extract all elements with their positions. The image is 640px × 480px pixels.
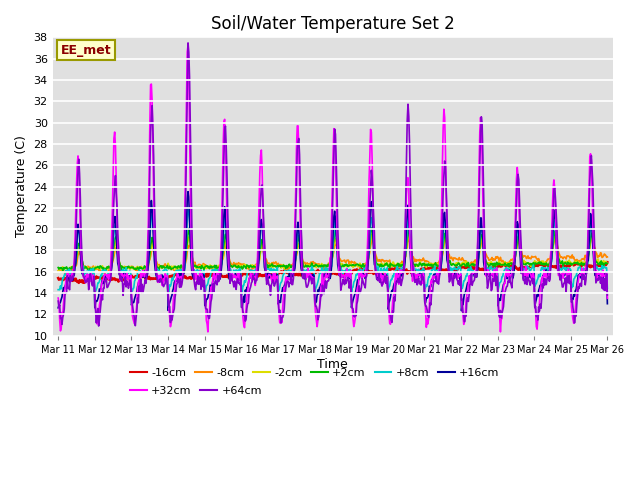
-16cm [75, 280, 83, 286]
-8cm [206, 265, 214, 271]
-16cm [401, 268, 408, 274]
+2cm [206, 264, 214, 270]
+32cm [401, 237, 409, 243]
-2cm [401, 260, 408, 266]
Title: Soil/Water Temperature Set 2: Soil/Water Temperature Set 2 [211, 15, 454, 33]
-16cm [122, 275, 129, 281]
-8cm [65, 269, 73, 275]
+32cm [207, 284, 215, 290]
Y-axis label: Temperature (C): Temperature (C) [15, 135, 28, 238]
+64cm [122, 274, 129, 280]
+2cm [102, 268, 109, 274]
Line: +16cm: +16cm [58, 192, 607, 311]
+64cm [417, 282, 425, 288]
+64cm [401, 241, 409, 247]
+16cm [458, 308, 465, 313]
-16cm [206, 271, 214, 277]
Line: +32cm: +32cm [58, 46, 607, 332]
Text: EE_met: EE_met [61, 44, 112, 57]
+8cm [401, 256, 409, 262]
+16cm [401, 267, 408, 273]
+8cm [121, 270, 129, 276]
Legend: +32cm, +64cm: +32cm, +64cm [125, 382, 266, 400]
+2cm [64, 268, 72, 274]
+16cm [64, 275, 72, 281]
-2cm [177, 264, 184, 270]
Line: -2cm: -2cm [58, 234, 607, 271]
+8cm [54, 287, 62, 292]
+8cm [64, 267, 72, 273]
+2cm [54, 264, 62, 270]
-2cm [368, 231, 376, 237]
+2cm [401, 257, 409, 263]
-8cm [604, 254, 611, 260]
+32cm [177, 274, 184, 279]
X-axis label: Time: Time [317, 358, 348, 371]
+2cm [177, 262, 185, 268]
-2cm [121, 264, 129, 269]
+8cm [206, 274, 214, 280]
+32cm [121, 271, 129, 277]
+16cm [54, 305, 62, 311]
+2cm [417, 262, 425, 267]
Line: +64cm: +64cm [58, 43, 607, 326]
+32cm [417, 275, 425, 280]
+8cm [417, 268, 425, 274]
-2cm [417, 259, 424, 264]
+8cm [185, 205, 193, 211]
+32cm [64, 271, 72, 276]
-8cm [401, 258, 408, 264]
+32cm [54, 295, 62, 301]
+16cm [121, 271, 129, 276]
-2cm [604, 261, 611, 266]
-16cm [604, 259, 611, 265]
+2cm [368, 225, 376, 230]
-8cm [588, 234, 596, 240]
+64cm [207, 299, 215, 305]
+64cm [604, 292, 611, 298]
-8cm [63, 273, 70, 278]
-2cm [54, 268, 62, 274]
Line: -8cm: -8cm [58, 237, 607, 276]
+16cm [184, 189, 192, 194]
-16cm [64, 276, 72, 282]
+64cm [177, 284, 185, 290]
+32cm [604, 296, 611, 301]
+8cm [237, 292, 245, 298]
Line: +8cm: +8cm [58, 208, 607, 295]
+64cm [184, 40, 192, 46]
+8cm [604, 286, 611, 291]
+8cm [177, 267, 184, 273]
-16cm [177, 273, 185, 278]
-2cm [64, 266, 72, 272]
+32cm [184, 43, 192, 48]
+64cm [54, 298, 62, 304]
-8cm [177, 264, 185, 270]
-2cm [205, 264, 213, 270]
+2cm [604, 261, 611, 266]
+16cm [206, 282, 214, 288]
+2cm [122, 264, 129, 270]
-16cm [54, 275, 62, 281]
+16cm [177, 274, 184, 280]
Line: -16cm: -16cm [58, 262, 607, 283]
+16cm [417, 270, 424, 276]
+32cm [204, 329, 212, 335]
+64cm [95, 323, 102, 329]
+64cm [64, 285, 72, 291]
Line: +2cm: +2cm [58, 228, 607, 271]
-8cm [417, 258, 424, 264]
-8cm [122, 264, 129, 270]
+16cm [604, 301, 611, 307]
-8cm [54, 268, 62, 274]
-16cm [417, 268, 424, 274]
